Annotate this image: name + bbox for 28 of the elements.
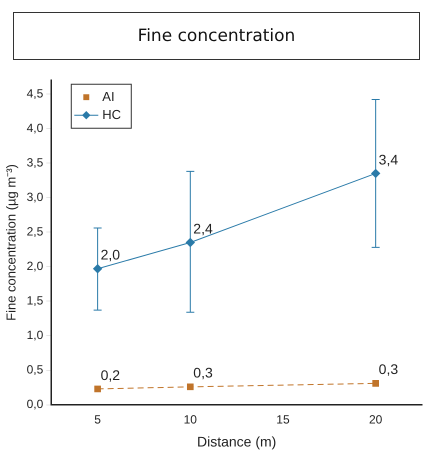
data-label: 0,2 (100, 366, 120, 383)
y-tick-label: 3,0 (26, 190, 44, 204)
y-tick-label: 4,5 (26, 86, 44, 100)
legend-label: HC (102, 106, 122, 122)
point (372, 380, 379, 387)
y-tick-label: 0,0 (26, 397, 44, 412)
y-tick-label: 1,0 (26, 328, 44, 342)
y-tick-label: 3,5 (26, 155, 44, 170)
x-tick-label: 10 (184, 412, 198, 426)
point (94, 386, 101, 392)
data-label: 0,3 (193, 364, 213, 381)
data-label: 3,4 (378, 151, 398, 168)
x-tick-label: 5 (94, 412, 102, 426)
data-label: 0,3 (378, 361, 398, 378)
x-tick-label: 15 (276, 412, 290, 426)
y-tick-label: 2,5 (26, 224, 44, 238)
y-tick-label: 4,0 (26, 120, 44, 135)
data-label: 2,4 (193, 220, 213, 236)
y-tick-label: 1,5 (26, 294, 44, 308)
x-axis-title: Distance (m) (196, 433, 276, 450)
data-label: 2,0 (100, 246, 120, 263)
chart-title: Fine concentration (13, 12, 420, 60)
x-tick-label: 20 (368, 412, 383, 426)
point (186, 384, 194, 390)
y-tick-label: 2,0 (26, 258, 44, 273)
y-tick-label: 0,5 (26, 362, 44, 377)
legend-label: AI (102, 88, 115, 104)
y-axis-title: Fine concentration (µg m⁻³) (3, 164, 18, 321)
